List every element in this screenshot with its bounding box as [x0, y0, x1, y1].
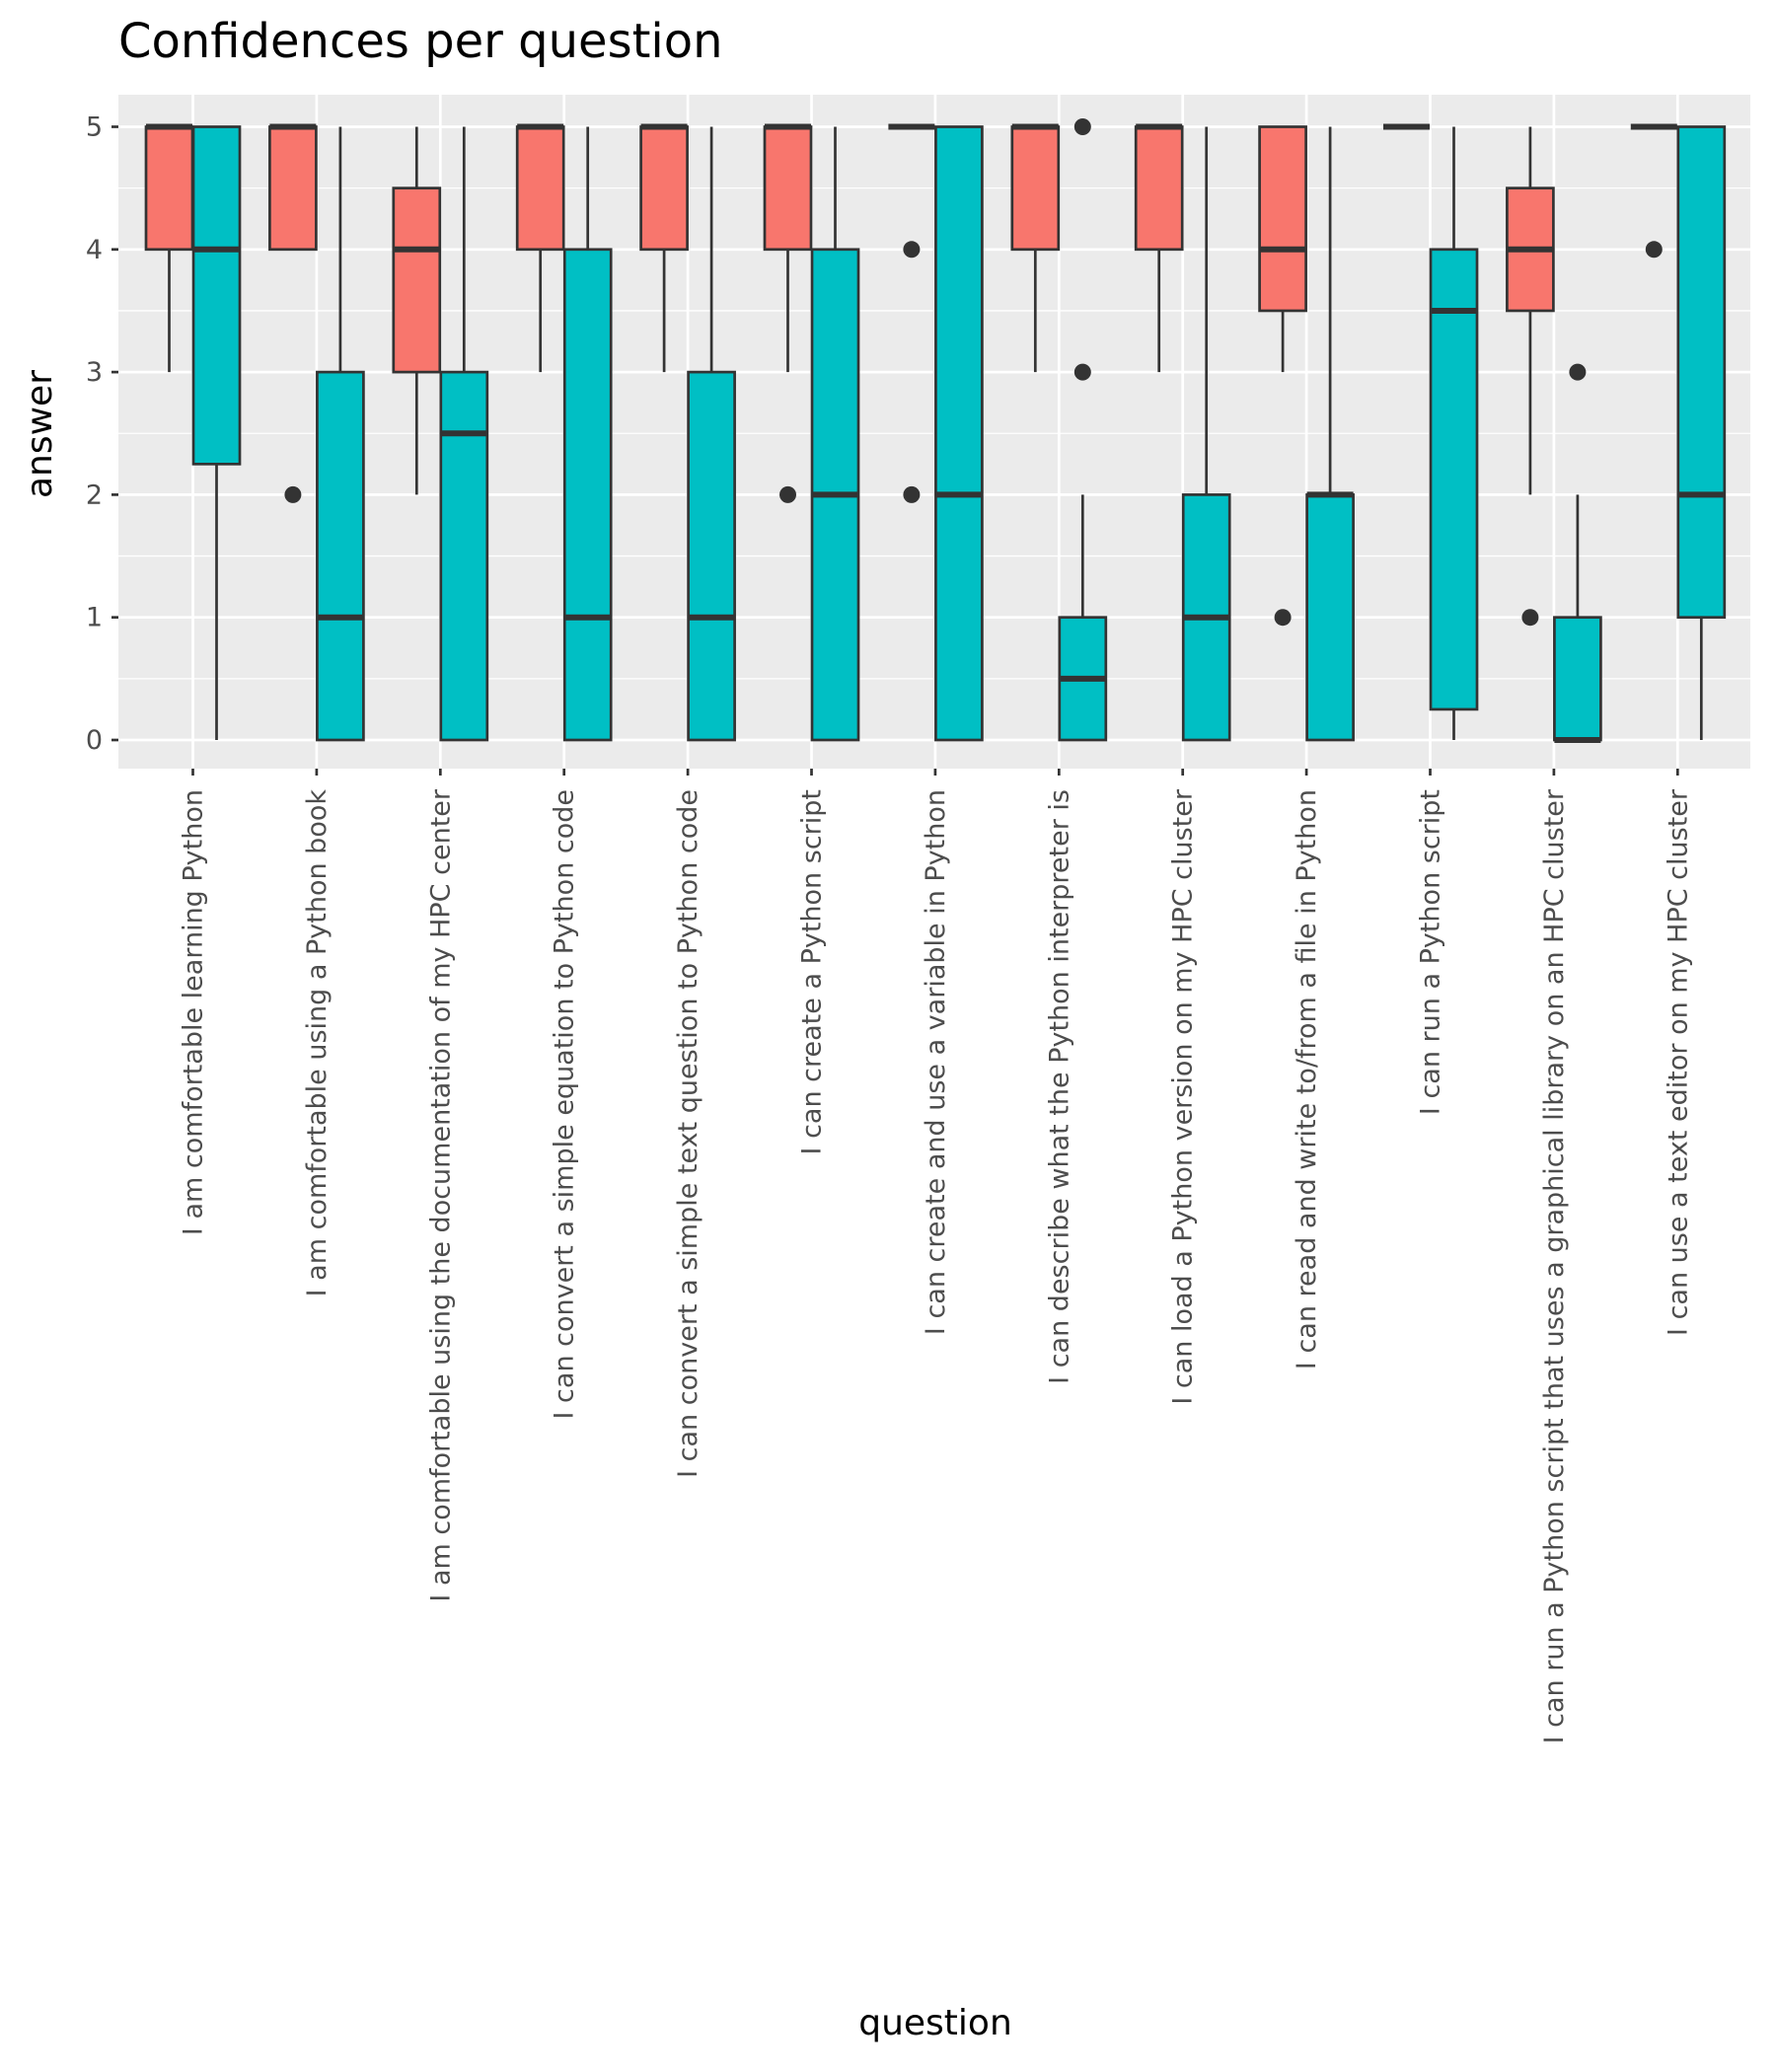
x-tick-label: I can describe what the Python interpret… — [1044, 789, 1074, 1384]
outlier-point — [1274, 609, 1292, 627]
x-tick-label: I can convert a simple equation to Pytho… — [550, 789, 580, 1419]
x-tick-label: I can read and write to/from a file in P… — [1292, 789, 1322, 1369]
box-group — [763, 123, 813, 503]
x-tick-label: I can convert a simple text question to … — [673, 789, 703, 1478]
x-tick-label: I can create and use a variable in Pytho… — [921, 789, 951, 1335]
box-group — [639, 123, 689, 373]
outlier-point — [1645, 241, 1663, 259]
box-group — [191, 125, 242, 740]
box-group — [1181, 126, 1231, 742]
y-tick-label: 0 — [86, 725, 103, 756]
box-group — [1630, 123, 1677, 259]
box-group — [1258, 125, 1307, 627]
x-tick-label: I can run a Python script that uses a gr… — [1539, 788, 1570, 1743]
x-tick-label: I can run a Python script — [1416, 789, 1446, 1115]
box-group — [1676, 125, 1727, 740]
outlier-point — [1073, 118, 1091, 135]
x-tick-label: I can use a text editor on my HPC cluste… — [1663, 788, 1693, 1336]
box-group — [316, 126, 365, 742]
box — [763, 125, 813, 252]
outlier-point — [1521, 609, 1539, 627]
box — [562, 248, 613, 742]
box-group — [515, 123, 565, 373]
box-group — [562, 126, 613, 742]
box-group — [1429, 126, 1479, 740]
x-tick-label: I can create a Python script — [797, 789, 828, 1154]
y-tick-label: 4 — [86, 235, 103, 265]
x-tick-label: I am comfortable using the documentation… — [425, 788, 456, 1601]
box-group — [1134, 123, 1184, 373]
box-group — [934, 125, 984, 742]
box — [439, 370, 489, 742]
outlier-point — [779, 485, 796, 503]
outlier-point — [284, 485, 302, 503]
box — [392, 186, 442, 374]
box-group — [392, 126, 442, 495]
x-axis-title: question — [858, 2003, 1012, 2043]
box — [934, 125, 984, 742]
box — [639, 125, 689, 252]
box — [191, 125, 242, 466]
x-tick-label: I am comfortable using a Python book — [302, 789, 333, 1297]
box — [1553, 616, 1602, 742]
outlier-point — [903, 485, 921, 503]
outlier-point — [1569, 363, 1587, 381]
box — [1134, 125, 1184, 252]
y-tick-label: 5 — [86, 112, 103, 143]
box — [1676, 125, 1727, 620]
y-axis: 0 1 2 3 4 5 — [86, 112, 118, 756]
x-axis: I am comfortable learning Python I am com… — [179, 769, 1693, 1743]
box — [144, 125, 194, 252]
x-tick-label: I am comfortable learning Python — [179, 789, 209, 1235]
y-axis-title: answer — [20, 370, 60, 498]
boxes — [144, 118, 1727, 743]
outlier-point — [903, 241, 921, 259]
box-group — [268, 123, 318, 503]
box-group — [1010, 123, 1061, 373]
box — [515, 125, 565, 252]
y-tick-label: 1 — [86, 603, 103, 633]
outlier-point — [1073, 363, 1091, 381]
box — [1010, 125, 1061, 252]
box — [1258, 125, 1307, 313]
box-group — [810, 126, 860, 742]
box — [1305, 493, 1355, 742]
box-group — [439, 126, 489, 742]
chart-title: Confidences per question — [118, 14, 723, 69]
y-tick-label: 3 — [86, 357, 103, 388]
box-group — [1058, 118, 1108, 742]
box-group — [687, 126, 736, 742]
box-group — [1553, 363, 1602, 743]
box — [268, 125, 318, 252]
y-tick-label: 2 — [86, 480, 103, 510]
box-group — [1305, 126, 1355, 742]
x-tick-label: I can load a Python version on my HPC cl… — [1168, 788, 1199, 1405]
box-group — [888, 123, 935, 503]
box — [687, 370, 736, 742]
box-group — [1506, 126, 1555, 627]
box — [316, 370, 365, 742]
box — [1429, 248, 1479, 711]
